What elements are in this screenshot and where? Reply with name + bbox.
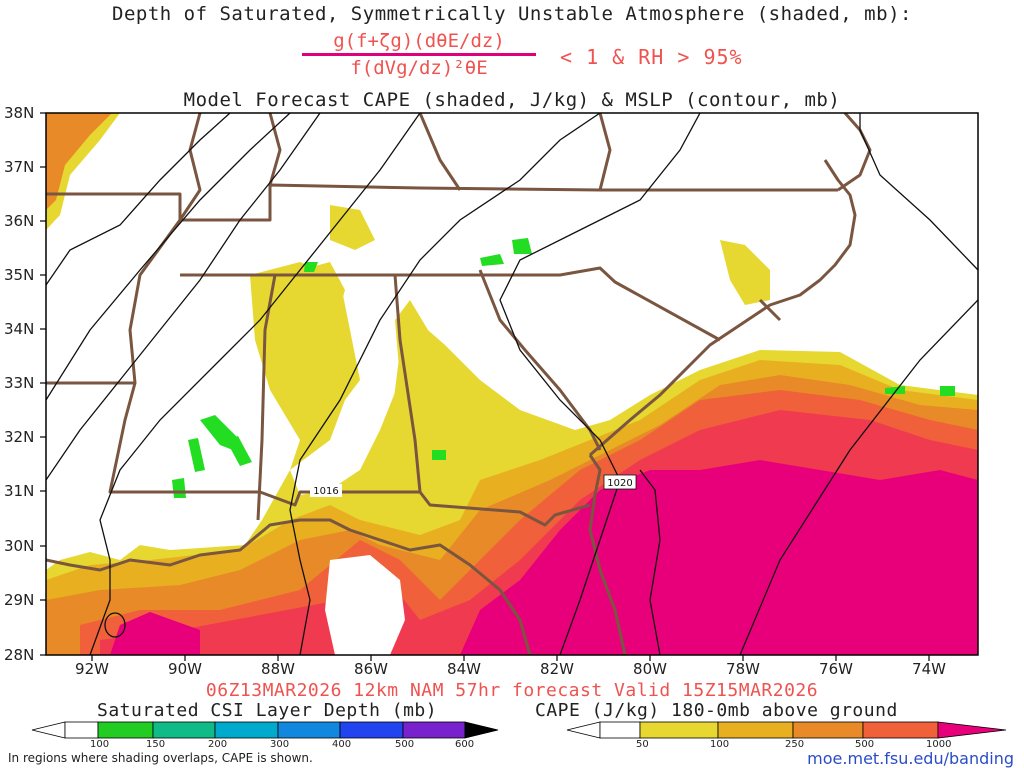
- csi-patches: [172, 238, 955, 498]
- cape-tick: 100: [710, 739, 730, 750]
- cape-tick: 250: [785, 739, 805, 750]
- cape-tick: 50: [636, 739, 649, 750]
- cape-area-tn-nc: [290, 262, 345, 330]
- formula-fraction: g(f+ζg)(dθE/dz) f(dVg/dz)²θE: [300, 29, 538, 80]
- lat-label: 38N: [4, 104, 35, 122]
- overlap-note: In regions where shading overlaps, CAPE …: [8, 751, 313, 765]
- cape-tick: 1000: [926, 739, 952, 750]
- lon-label: 90W: [168, 660, 202, 678]
- lon-label: 80W: [633, 660, 667, 678]
- formula-bar: [302, 53, 536, 56]
- cape-area-nw-strip: [330, 205, 375, 250]
- lon-label: 92W: [75, 660, 109, 678]
- isobars: [46, 113, 978, 655]
- csi-tick: 100: [90, 739, 110, 750]
- lon-label: 74W: [912, 660, 946, 678]
- lon-label: 78W: [726, 660, 760, 678]
- lat-label: 35N: [4, 266, 35, 284]
- cape-colorbar-title: CAPE (J/kg) 180-0mb above ground: [535, 700, 898, 721]
- axis-ticks: [40, 112, 930, 661]
- isobar-label-1020-text: 1020: [607, 478, 632, 489]
- lat-label: 36N: [4, 212, 35, 230]
- cape-area-nc-coast: [720, 240, 770, 305]
- formula-numerator: g(f+ζg)(dθE/dz): [333, 30, 505, 52]
- lat-label: 34N: [4, 320, 35, 338]
- title-line3: Model Forecast CAPE (shaded, J/kg) & MSL…: [183, 89, 841, 111]
- source-credit-link[interactable]: moe.met.fsu.edu/banding: [807, 749, 1014, 768]
- lon-label: 84W: [447, 660, 481, 678]
- lat-label: 31N: [4, 482, 35, 500]
- lon-label: 88W: [261, 660, 295, 678]
- lon-label: 76W: [819, 660, 853, 678]
- title-line1: Depth of Saturated, Symmetrically Unstab…: [112, 3, 912, 25]
- csi-colorbar: [31, 721, 499, 739]
- isobar-label-1020: 1020: [603, 474, 637, 490]
- cape-area-nw: [46, 113, 112, 210]
- clear-pocket: [325, 555, 405, 655]
- csi-tick: 400: [332, 739, 352, 750]
- lat-label: 28N: [4, 646, 35, 664]
- lon-label: 86W: [354, 660, 388, 678]
- csi-tick: 600: [455, 739, 475, 750]
- lat-label: 33N: [4, 374, 35, 392]
- formula-denominator: f(dVg/dz)²θE: [350, 57, 488, 79]
- map-frame: [45, 112, 979, 656]
- lat-label: 37N: [4, 158, 35, 176]
- isobar-label-1016: 1016: [310, 484, 342, 497]
- cape-colorbar: [566, 721, 1007, 739]
- lat-label: 32N: [4, 428, 35, 446]
- isobar-label-1016-text: 1016: [313, 486, 338, 497]
- lon-label: 82W: [540, 660, 574, 678]
- csi-tick: 500: [395, 739, 415, 750]
- cape-tick: 500: [855, 739, 875, 750]
- csi-tick: 300: [270, 739, 290, 750]
- csi-tick: 150: [146, 739, 166, 750]
- lat-label: 30N: [4, 537, 35, 555]
- lat-label: 29N: [4, 591, 35, 609]
- forecast-valid-time: 06Z13MAR2026 12km NAM 57hr forecast Vali…: [205, 680, 819, 701]
- csi-colorbar-title: Saturated CSI Layer Depth (mb): [97, 700, 438, 721]
- formula-condition: < 1 & RH > 95%: [560, 45, 743, 69]
- state-borders: [46, 113, 872, 655]
- csi-tick: 200: [208, 739, 228, 750]
